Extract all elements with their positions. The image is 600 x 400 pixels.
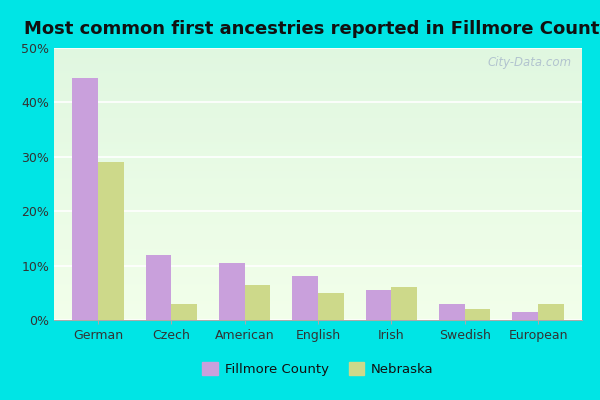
Bar — [439, 304, 464, 320]
Bar — [538, 304, 563, 320]
Bar — [292, 276, 318, 320]
Bar — [172, 304, 197, 320]
Bar — [464, 309, 490, 320]
Bar — [365, 290, 391, 320]
Bar — [391, 287, 417, 320]
Bar — [318, 293, 344, 320]
Legend: Fillmore County, Nebraska: Fillmore County, Nebraska — [197, 357, 439, 382]
Bar — [98, 162, 124, 320]
Bar — [219, 263, 245, 320]
Bar — [245, 285, 271, 320]
Text: City-Data.com: City-Data.com — [487, 56, 571, 69]
Bar — [146, 255, 172, 320]
Title: Most common first ancestries reported in Fillmore County: Most common first ancestries reported in… — [25, 20, 600, 38]
Bar — [73, 78, 98, 320]
Bar — [512, 312, 538, 320]
